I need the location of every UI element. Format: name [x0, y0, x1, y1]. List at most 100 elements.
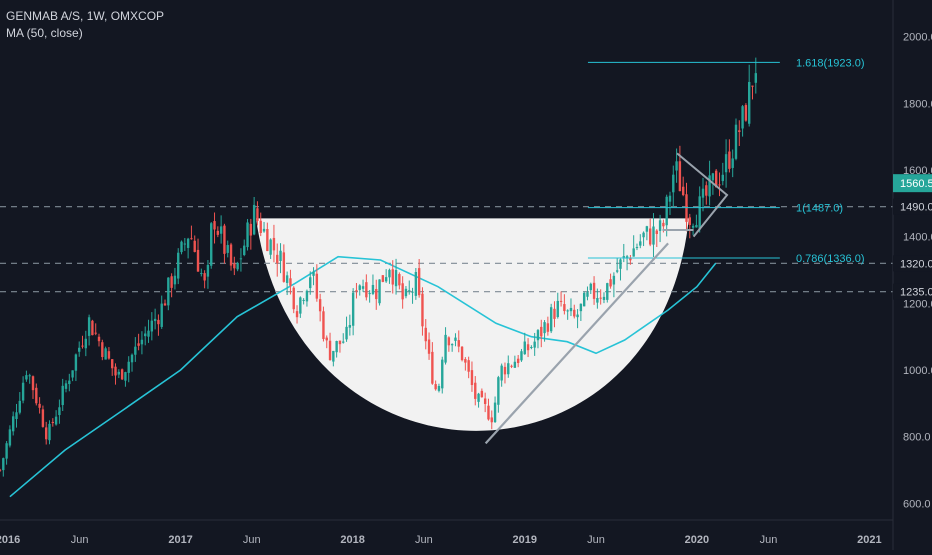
candle-body — [302, 299, 305, 301]
candle — [507, 355, 510, 378]
candle — [540, 319, 543, 348]
candle-body — [404, 288, 408, 297]
candle-body — [226, 245, 229, 253]
candle — [417, 258, 421, 298]
candle — [606, 282, 609, 303]
candle-body — [193, 240, 196, 252]
x-tick-label: 2020 — [685, 534, 709, 546]
candle — [183, 237, 187, 251]
candle-body — [688, 217, 691, 226]
candle — [140, 331, 144, 355]
pennant — [676, 152, 729, 238]
candle — [295, 305, 299, 324]
candle-body — [705, 185, 708, 196]
candle — [342, 333, 345, 344]
x-tick-label: Jun — [760, 534, 778, 546]
candle-body — [731, 158, 734, 168]
symbol-title[interactable]: GENMAB A/S, 1W, OMXCOP — [6, 9, 165, 23]
candle — [401, 276, 404, 309]
candle-body — [87, 317, 91, 336]
x-tick-label: 2019 — [513, 534, 537, 546]
candles — [0, 57, 757, 477]
candle — [243, 239, 246, 257]
candle — [701, 177, 705, 212]
candle — [378, 279, 381, 306]
candle — [688, 213, 691, 239]
candle — [282, 244, 286, 283]
candle — [447, 336, 451, 352]
candle-body — [368, 293, 371, 295]
candle-body — [592, 282, 596, 299]
candle — [104, 346, 107, 360]
candle-body — [358, 285, 361, 290]
candle — [361, 279, 365, 292]
candle — [305, 289, 309, 307]
candle — [569, 298, 573, 317]
candle — [64, 380, 68, 393]
candle-body — [437, 386, 441, 391]
y-tick-label: 2000.0 — [903, 32, 932, 44]
candle — [216, 226, 220, 238]
candle — [28, 373, 31, 384]
candle — [312, 267, 315, 286]
candle-body — [2, 458, 5, 471]
y-tick-label: 1600.0 — [903, 165, 932, 177]
candle-body — [493, 402, 497, 423]
candle-body — [216, 230, 220, 235]
candle-body — [295, 311, 299, 318]
candle — [153, 308, 157, 330]
candle-body — [530, 346, 533, 348]
candle-body — [256, 208, 259, 221]
candle-body — [210, 223, 213, 266]
candle-body — [612, 275, 616, 285]
candle-body — [691, 225, 695, 228]
candle — [619, 258, 622, 281]
candle — [285, 271, 289, 296]
candle-body — [259, 220, 262, 233]
candle — [639, 234, 642, 249]
candle-body — [309, 277, 312, 289]
candle-body — [375, 288, 378, 300]
candle-body — [381, 275, 385, 282]
candle-body — [378, 279, 381, 304]
candle — [731, 149, 734, 178]
candle-body — [398, 274, 401, 286]
candle — [210, 222, 213, 269]
candle — [622, 243, 625, 263]
candle — [721, 162, 724, 186]
candle-body — [695, 224, 698, 228]
candle-body — [91, 320, 94, 336]
candle — [728, 139, 731, 173]
candle — [31, 375, 35, 399]
candle-body — [678, 161, 682, 192]
candle-body — [655, 230, 658, 234]
indicator-label[interactable]: MA (50, close) — [6, 26, 83, 40]
candle — [25, 370, 28, 382]
candle-body — [371, 284, 375, 294]
candle-body — [635, 247, 639, 249]
candle — [163, 299, 167, 306]
candle-body — [625, 256, 629, 259]
candle-body — [639, 241, 642, 246]
candle-body — [325, 337, 328, 341]
candle-body — [127, 361, 130, 373]
candle — [523, 332, 526, 355]
candle — [480, 388, 484, 398]
candle-body — [107, 351, 111, 359]
candle-body — [5, 443, 8, 459]
candle — [457, 330, 460, 353]
fib-label: 1(1487.0) — [796, 203, 843, 215]
candle-body — [219, 226, 223, 234]
candle — [51, 418, 55, 427]
candle-body — [153, 318, 157, 322]
candle — [520, 348, 523, 362]
candle — [391, 260, 394, 294]
candle — [351, 288, 355, 336]
candle-body — [31, 376, 35, 391]
candle — [18, 392, 22, 415]
candle — [117, 369, 121, 379]
x-tick-label: Jun — [243, 534, 261, 546]
candle-body — [599, 297, 602, 299]
